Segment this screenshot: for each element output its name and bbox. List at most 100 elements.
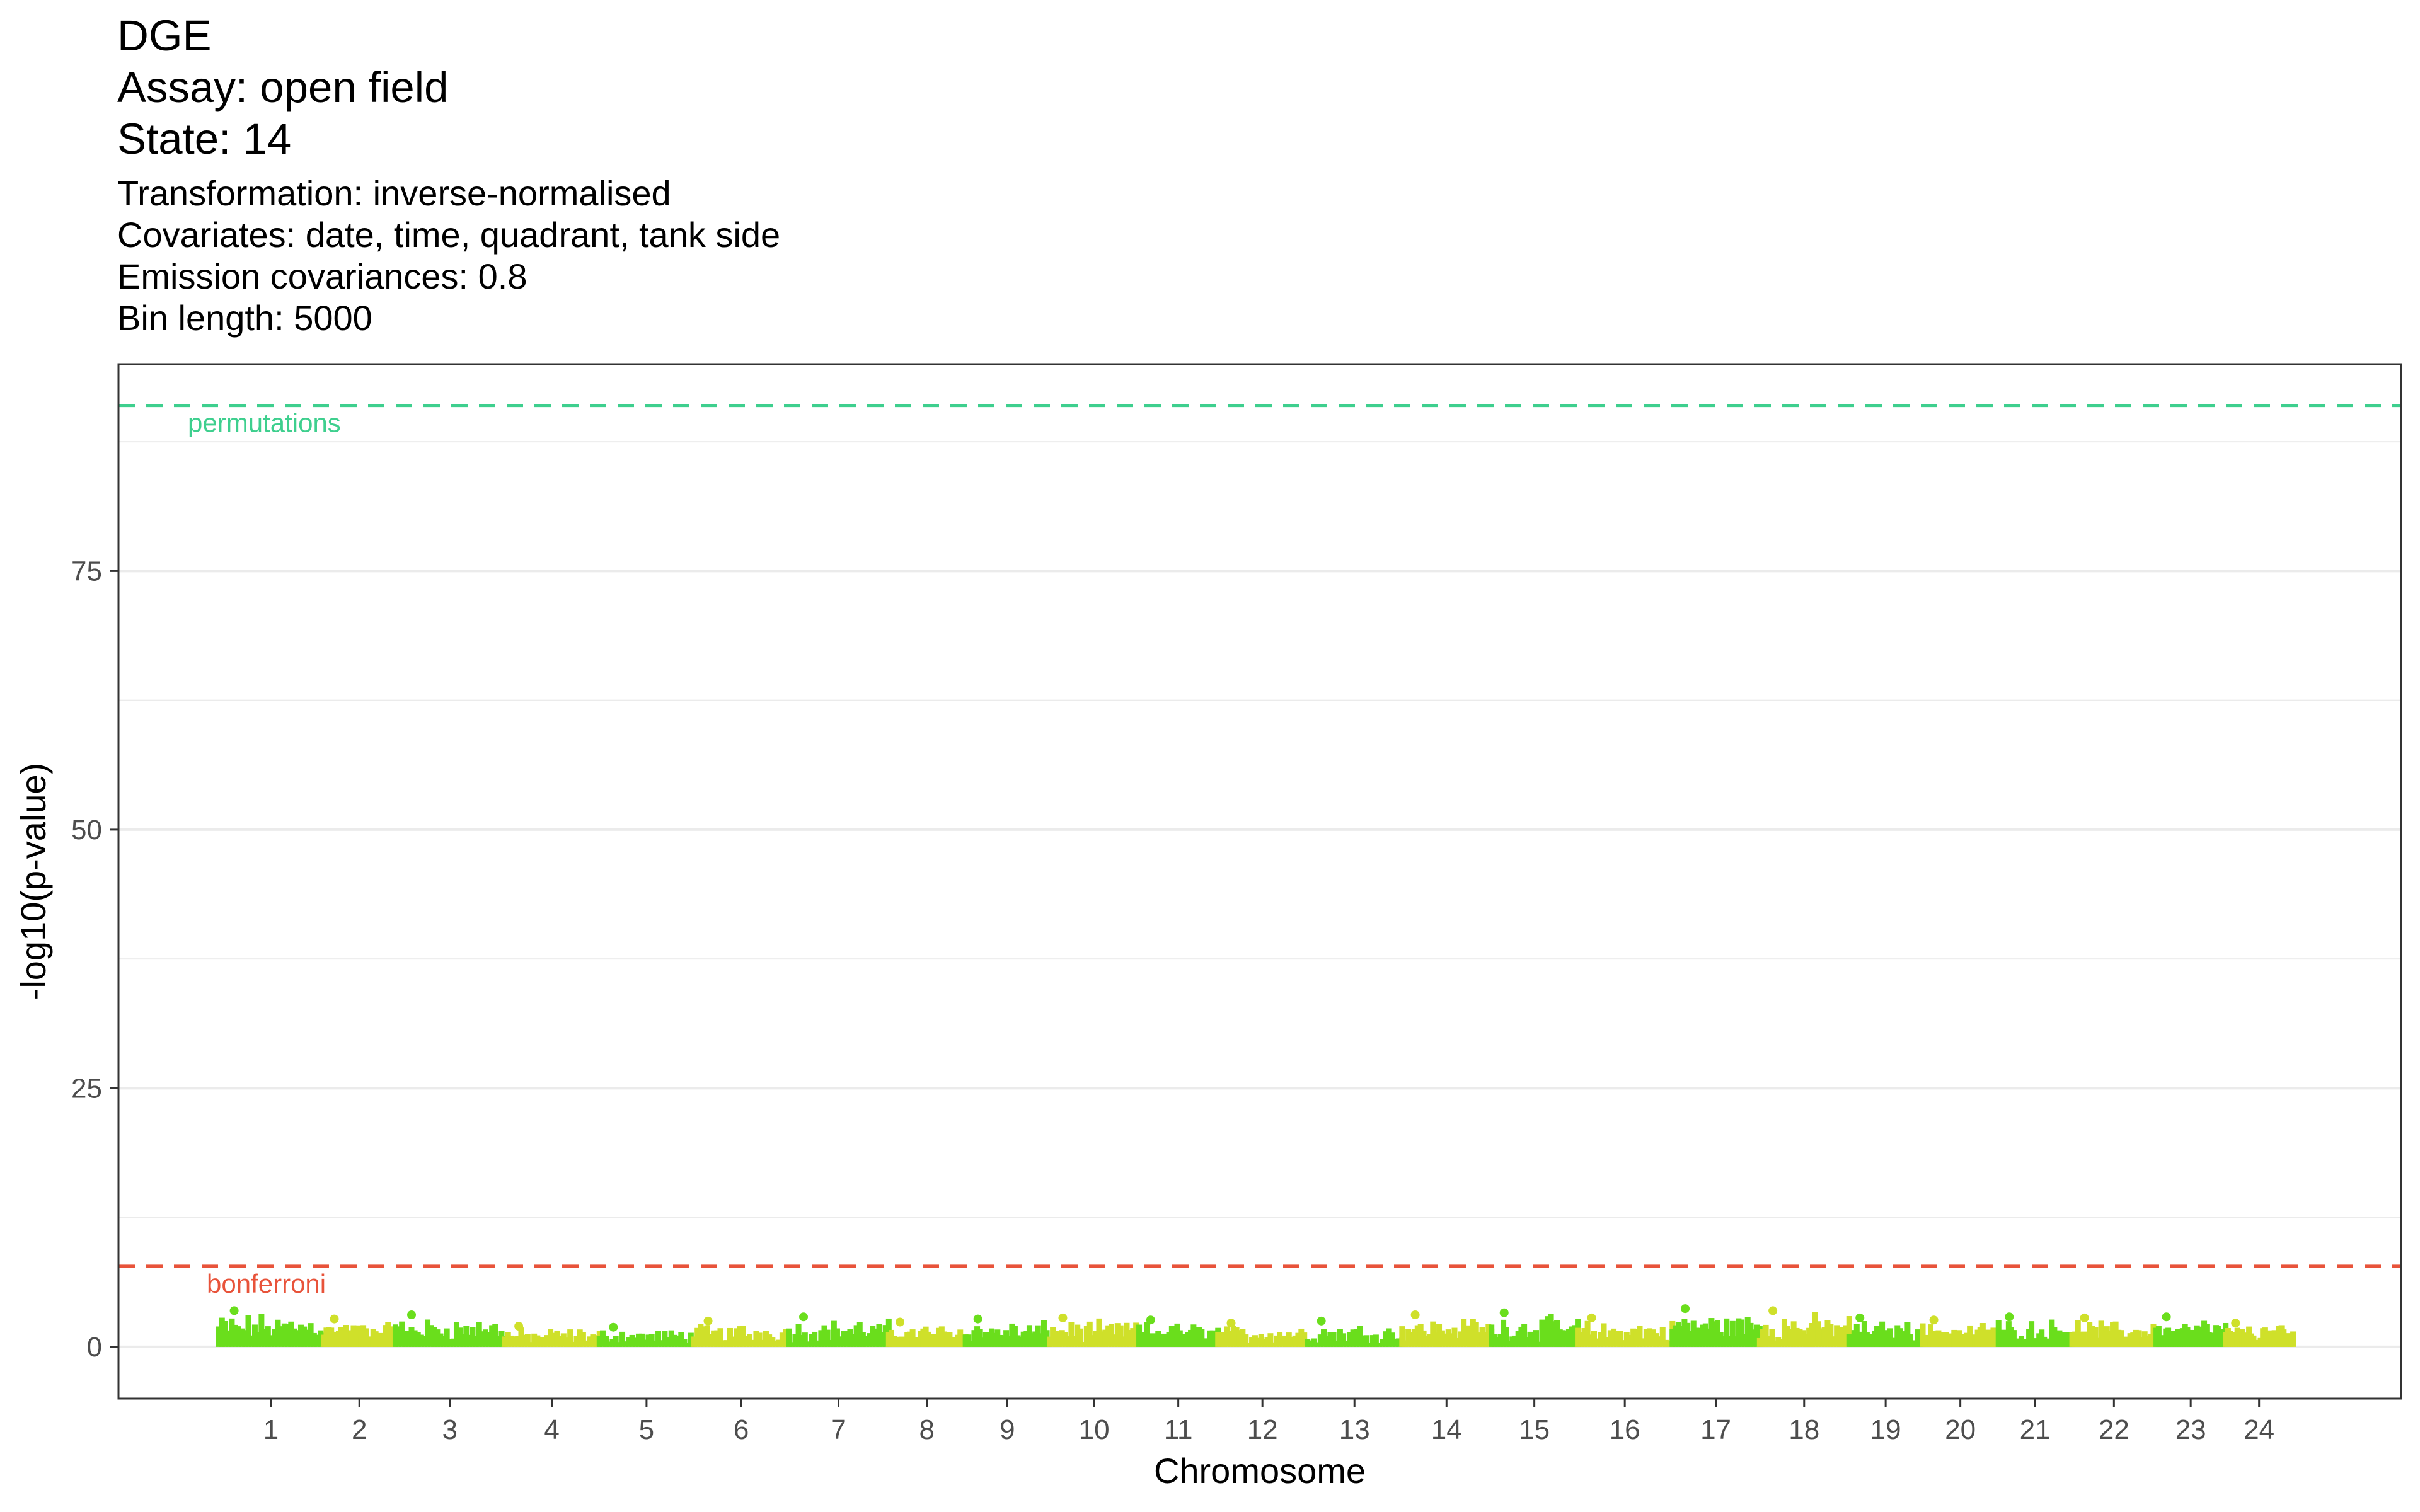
data-point <box>1491 1334 1497 1347</box>
data-point <box>1717 1332 1724 1347</box>
data-point <box>1489 1324 1495 1347</box>
data-point <box>786 1328 792 1347</box>
data-point <box>1109 1324 1115 1347</box>
data-point <box>502 1336 508 1347</box>
data-point <box>1907 1334 1913 1347</box>
data-point <box>421 1336 427 1347</box>
data-point <box>1503 1327 1509 1347</box>
data-point <box>1497 1334 1504 1347</box>
data-point <box>802 1332 808 1347</box>
data-point <box>1121 1336 1127 1347</box>
data-point <box>2130 1332 2136 1347</box>
data-point <box>470 1327 476 1347</box>
data-point <box>1011 1326 1018 1347</box>
x-tick-label: 20 <box>1945 1414 1976 1445</box>
data-point <box>1732 1336 1739 1347</box>
data-point <box>1887 1328 1893 1347</box>
data-point <box>1258 1334 1264 1347</box>
data-point <box>1548 1314 1554 1347</box>
data-point <box>1402 1340 1409 1347</box>
data-point <box>1389 1332 1395 1347</box>
data-point <box>688 1332 694 1347</box>
data-point <box>750 1339 756 1347</box>
data-point <box>318 1330 324 1347</box>
data-point <box>567 1329 573 1347</box>
data-point <box>982 1332 989 1347</box>
data-point <box>590 1334 596 1347</box>
data-point <box>1509 1336 1516 1347</box>
data-point <box>1575 1327 1581 1347</box>
x-tick-label: 3 <box>442 1414 458 1445</box>
data-point <box>1059 1330 1065 1347</box>
data-point <box>1274 1335 1280 1347</box>
data-point <box>1627 1334 1633 1347</box>
data-point <box>841 1331 847 1347</box>
peak-point <box>1499 1308 1509 1317</box>
data-point <box>1623 1332 1630 1347</box>
data-point <box>1545 1316 1551 1347</box>
data-point <box>662 1331 668 1347</box>
data-point <box>834 1328 840 1347</box>
data-point <box>1681 1319 1688 1347</box>
data-point <box>1607 1330 1613 1347</box>
x-tick-label: 18 <box>1789 1414 1819 1445</box>
data-point <box>1614 1331 1620 1347</box>
data-point <box>1744 1317 1751 1347</box>
data-point <box>281 1323 287 1347</box>
data-point <box>434 1329 441 1347</box>
peak-point <box>2231 1319 2240 1328</box>
data-point <box>1086 1321 1093 1347</box>
data-point <box>812 1331 818 1347</box>
data-point <box>492 1324 498 1347</box>
data-point <box>743 1336 749 1347</box>
data-point <box>665 1337 671 1347</box>
peak-point <box>2080 1313 2089 1322</box>
data-point <box>1809 1323 1816 1347</box>
data-point <box>1078 1328 1084 1347</box>
data-point <box>262 1329 268 1347</box>
data-point <box>1560 1330 1566 1347</box>
data-point <box>1554 1320 1560 1347</box>
data-point <box>1756 1326 1763 1347</box>
data-point <box>1261 1339 1267 1347</box>
data-point <box>1601 1323 1607 1347</box>
data-point <box>714 1330 720 1347</box>
data-point <box>1270 1342 1277 1347</box>
data-point <box>1264 1337 1270 1347</box>
data-point <box>405 1331 412 1347</box>
data-point <box>1026 1325 1032 1347</box>
y-tick-label: 25 <box>71 1073 102 1104</box>
data-point <box>1334 1341 1340 1347</box>
data-point <box>844 1331 850 1347</box>
data-point <box>1105 1325 1112 1347</box>
data-point <box>560 1333 567 1347</box>
data-point <box>1117 1325 1124 1347</box>
data-point <box>1366 1343 1373 1347</box>
data-point <box>444 1328 450 1347</box>
data-point <box>626 1337 632 1347</box>
data-point <box>1006 1336 1012 1347</box>
data-point <box>623 1341 629 1347</box>
data-point <box>1714 1320 1720 1347</box>
data-point <box>596 1336 602 1347</box>
data-point <box>239 1328 245 1347</box>
data-point <box>1127 1330 1133 1347</box>
data-point <box>2010 1330 2017 1347</box>
data-point <box>629 1334 635 1347</box>
chromosome-9-points <box>962 1314 1053 1347</box>
data-point <box>1433 1332 1439 1347</box>
data-point <box>1411 1329 1417 1347</box>
data-point <box>1775 1337 1782 1347</box>
data-point <box>1240 1329 1246 1347</box>
data-point <box>1327 1332 1334 1347</box>
data-point <box>2124 1336 2131 1347</box>
data-point <box>678 1332 684 1347</box>
data-point <box>1572 1325 1578 1347</box>
data-point <box>538 1336 544 1347</box>
data-point <box>1591 1331 1597 1347</box>
data-point <box>831 1320 837 1347</box>
data-point <box>1806 1327 1812 1347</box>
data-point <box>734 1328 740 1347</box>
data-point <box>219 1317 225 1347</box>
peak-point <box>1410 1310 1420 1319</box>
